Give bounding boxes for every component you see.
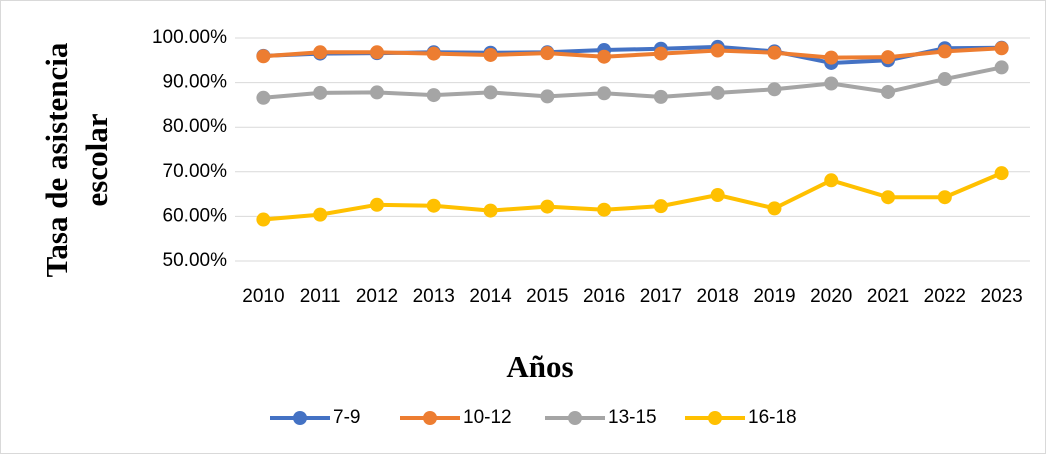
series-marker <box>597 202 612 217</box>
series-marker <box>881 190 896 205</box>
legend-marker <box>568 411 582 425</box>
series-marker <box>653 89 668 104</box>
series-marker <box>426 198 441 213</box>
series-marker <box>767 201 782 216</box>
series-marker <box>540 46 555 61</box>
x-tick-label: 2023 <box>980 286 1022 307</box>
x-axis-title: Años <box>506 349 573 384</box>
x-tick-label: 2010 <box>242 286 284 307</box>
series-marker <box>881 50 896 65</box>
x-tick-label: 2014 <box>469 286 512 307</box>
legend-label: 13-15 <box>608 407 657 428</box>
y-axis-title: Tasa de asistencia escolar <box>39 42 114 277</box>
series-marker <box>369 197 384 212</box>
series-marker <box>994 60 1009 75</box>
series-marker <box>824 50 839 65</box>
legend-label: 16-18 <box>748 407 797 428</box>
x-tick-label: 2017 <box>640 286 682 307</box>
legend-marker <box>293 411 307 425</box>
y-axis-title-line: Tasa de asistencia <box>39 42 74 277</box>
x-tick-label: 2019 <box>753 286 795 307</box>
y-tick-label: 60.00% <box>163 205 228 226</box>
series-marker <box>597 49 612 64</box>
x-tick-label: 2018 <box>697 286 739 307</box>
series-marker <box>426 88 441 103</box>
series-marker <box>483 47 498 62</box>
series-line <box>263 65 1003 100</box>
series-marker <box>426 46 441 61</box>
series-marker <box>256 49 271 64</box>
y-tick-label: 70.00% <box>163 161 228 182</box>
series-marker <box>369 85 384 100</box>
series-marker <box>767 82 782 97</box>
y-tick-label: 50.00% <box>163 250 228 271</box>
legend-label: 10-12 <box>463 407 512 428</box>
y-tick-label: 80.00% <box>163 116 228 137</box>
series-marker <box>256 90 271 105</box>
series-marker <box>313 85 328 100</box>
x-tick-label: 2016 <box>583 286 625 307</box>
series-marker <box>994 41 1009 56</box>
x-tick-label: 2013 <box>413 286 455 307</box>
series-marker <box>369 45 384 60</box>
series-marker <box>483 203 498 218</box>
series-marker <box>483 85 498 100</box>
series-line <box>263 171 1003 222</box>
series-marker <box>937 44 952 59</box>
x-tick-label: 2020 <box>810 286 852 307</box>
series-marker <box>653 46 668 61</box>
series-marker <box>653 199 668 214</box>
series-marker <box>710 187 725 202</box>
series-line <box>263 46 1002 60</box>
series-marker <box>937 190 952 205</box>
x-tick-label: 2012 <box>356 286 398 307</box>
x-tick-label: 2022 <box>924 286 966 307</box>
series-marker <box>881 84 896 99</box>
y-tick-label: 90.00% <box>163 72 228 93</box>
series-marker <box>994 166 1009 181</box>
series-marker <box>313 45 328 60</box>
y-tick-label: 100.00% <box>152 27 227 48</box>
series-marker <box>540 199 555 214</box>
series-marker <box>597 86 612 101</box>
y-axis-title-line: escolar <box>79 113 114 206</box>
x-tick-label: 2015 <box>526 286 568 307</box>
legend-label: 7-9 <box>333 407 360 428</box>
x-tick-label: 2011 <box>300 286 341 307</box>
series-marker <box>937 72 952 87</box>
series-marker <box>824 173 839 188</box>
series-marker <box>313 207 328 222</box>
series-marker <box>767 45 782 60</box>
legend-marker <box>423 411 437 425</box>
legend-marker <box>708 411 722 425</box>
series-marker <box>256 212 271 227</box>
x-tick-label: 2021 <box>867 286 909 307</box>
series-marker <box>824 76 839 91</box>
series-marker <box>710 43 725 58</box>
series-marker <box>540 89 555 104</box>
series-marker <box>710 85 725 100</box>
